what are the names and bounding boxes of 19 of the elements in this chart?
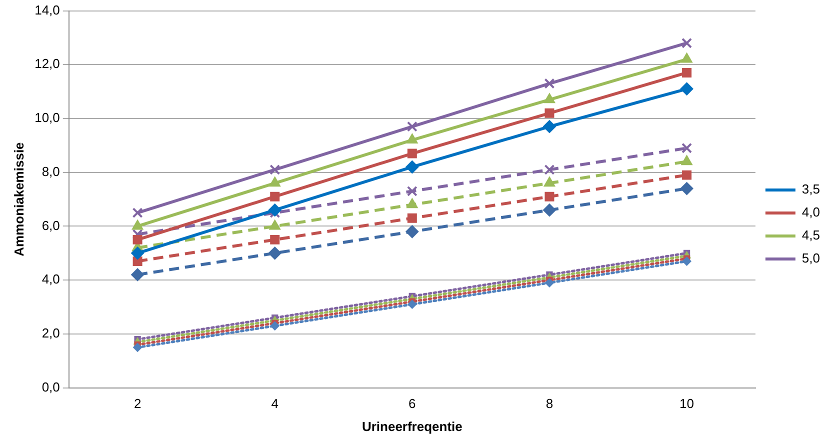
x-tick-label: 8 [546, 396, 554, 412]
x-tick-label: 2 [134, 396, 142, 412]
legend-label: 5,0 [802, 250, 820, 266]
y-tick-label: 8,0 [42, 164, 60, 179]
y-tick-label: 14,0 [34, 2, 60, 18]
legend-label: 3,5 [802, 182, 820, 197]
y-tick-label: 0,0 [42, 379, 60, 394]
y-tick-label: 12,0 [34, 56, 60, 72]
legend-label: 4,0 [802, 204, 820, 220]
x-tick-label: 10 [680, 396, 694, 412]
x-tick-label: 4 [271, 396, 278, 412]
y-tick-label: 2,0 [42, 326, 60, 341]
x-tick-label: 6 [408, 396, 416, 412]
y-tick-label: 4,0 [42, 272, 60, 287]
x-axis-title: Urineerfreqentie [362, 418, 462, 434]
legend-label: 4,5 [802, 228, 820, 243]
y-axis-title: Ammoniakemissie [11, 142, 26, 256]
y-tick-label: 10,0 [34, 110, 60, 126]
y-tick-label: 6,0 [42, 218, 60, 233]
